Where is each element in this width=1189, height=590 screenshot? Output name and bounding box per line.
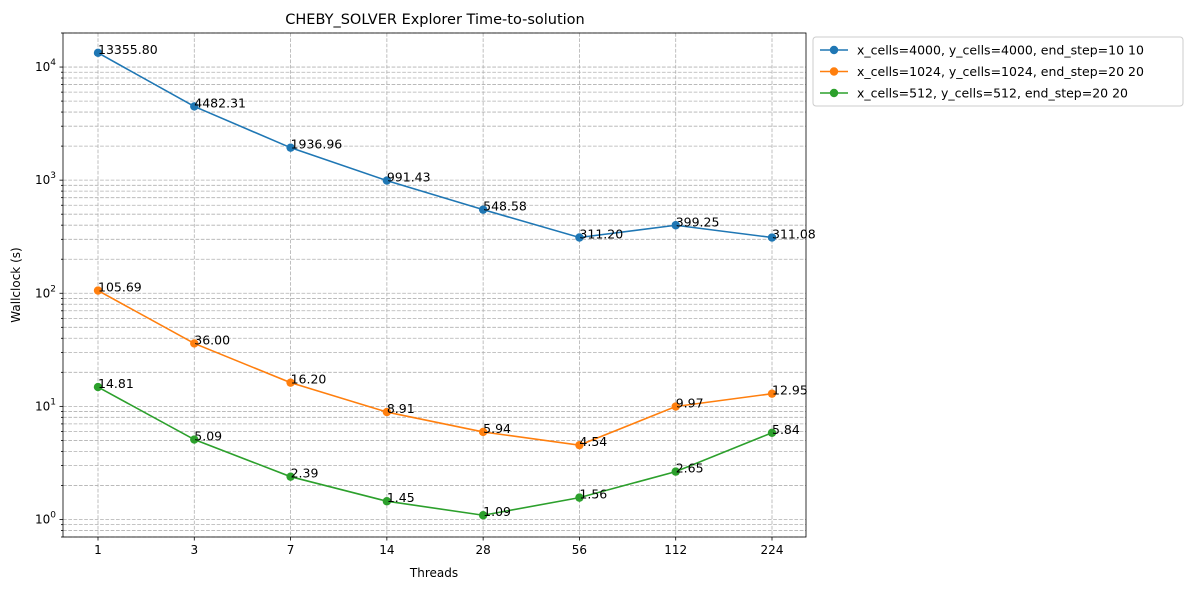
data-label: 991.43 [387,170,431,185]
data-label: 9.97 [676,396,704,411]
data-point [575,440,584,450]
legend-marker [829,67,839,76]
series-line [97,386,773,517]
data-point [190,102,199,111]
legend-label: x_cells=512, y_cells=512, end_step=20 20 [857,86,1128,101]
y-axis-label: Wallclock (s) [9,247,23,322]
data-label: 2.39 [291,466,319,481]
data-point [93,382,103,392]
data-label: 13355.80 [98,42,158,57]
data-label: 311.08 [772,227,816,242]
data-label: 5.84 [772,422,800,437]
data-point [478,427,488,437]
plot-area [62,32,807,538]
y-axis: 100 101 102 103 104 [35,32,63,538]
legend: x_cells=4000, y_cells=4000, end_step=10 … [812,36,1184,107]
data-point [671,402,680,411]
chart-title: CHEBY_SOLVER Explorer Time-to-solution [285,12,585,28]
x-tick-label: 7 [287,543,295,557]
data-point [478,205,488,214]
data-point [286,378,295,387]
series-line [97,52,773,239]
x-tick-label: 224 [761,543,784,557]
data-point [671,467,680,476]
x-tick-label: 3 [190,543,198,557]
data-label: 16.20 [291,372,327,387]
legend-item: x_cells=1024, y_cells=1024, end_step=20 … [820,64,1144,79]
x-axis: 1 3 7 14 28 56 112 224 [94,537,783,557]
series-layer: 13355.80 4482.31 1936.96 991.43 548.58 311.20… [93,42,816,520]
series-2: 105.69 36.00 16.20 8.91 5.94 4.54 9.97 12.95 [93,280,808,450]
data-label: 4.54 [579,434,607,449]
data-point [478,511,488,520]
y-tick-label: 100 [35,510,56,526]
y-tick-label: 104 [35,58,56,74]
data-label: 399.25 [676,214,720,229]
data-point [190,435,199,444]
data-point [575,233,584,242]
data-label: 36.00 [194,332,230,347]
data-point [382,176,392,185]
x-tick-label: 14 [379,543,394,557]
data-point [286,472,295,481]
x-axis-label: Threads [409,566,458,580]
data-label: 1.56 [579,487,607,502]
series-1: 13355.80 4482.31 1936.96 991.43 548.58 311.20… [93,42,816,242]
legend-box [812,36,1184,107]
data-point [190,339,199,348]
legend-label: x_cells=1024, y_cells=1024, end_step=20 … [857,64,1144,79]
y-tick-label: 103 [35,171,56,187]
data-point [767,233,777,242]
x-tick-label: 56 [572,543,587,557]
data-label: 1.09 [483,504,511,519]
data-label: 311.20 [579,226,623,241]
data-point [382,407,392,417]
data-label: 5.09 [194,429,222,444]
data-label: 14.81 [98,376,134,391]
legend-marker [829,45,839,55]
data-label: 105.69 [98,280,142,295]
legend-item: x_cells=512, y_cells=512, end_step=20 20 [820,86,1128,101]
data-point [286,143,295,152]
grid [63,32,806,538]
x-tick-label: 28 [476,543,491,557]
data-point [382,497,392,506]
data-label: 2.65 [676,461,704,476]
data-point [575,493,584,502]
x-tick-label: 112 [664,543,687,557]
data-point [93,286,103,295]
data-label: 12.95 [772,383,808,398]
data-point [767,428,777,437]
data-label: 1936.96 [291,137,343,152]
data-point [93,48,103,58]
x-tick-label: 1 [94,543,102,557]
legend-label: x_cells=4000, y_cells=4000, end_step=10 … [857,43,1144,58]
legend-marker [829,88,839,98]
data-label: 8.91 [387,401,415,416]
series-line [97,289,773,446]
series-3: 14.81 5.09 2.39 1.45 1.09 1.56 2.65 5.84 [93,376,800,520]
data-label: 5.94 [483,421,511,436]
data-label: 1.45 [387,490,415,505]
data-point [767,389,777,398]
y-tick-label: 101 [35,397,56,413]
y-tick-label: 102 [35,284,56,300]
legend-item: x_cells=4000, y_cells=4000, end_step=10 … [820,43,1144,58]
data-point [671,221,680,230]
data-label: 548.58 [483,199,527,214]
data-label: 4482.31 [194,95,246,110]
